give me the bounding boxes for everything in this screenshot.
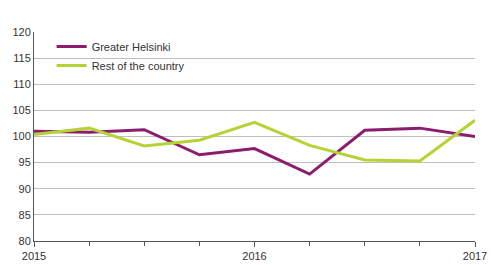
svg-text:80: 80: [19, 235, 31, 247]
svg-text:95: 95: [19, 156, 31, 168]
svg-text:Greater Helsinki: Greater Helsinki: [92, 41, 171, 53]
svg-text:115: 115: [13, 52, 31, 64]
svg-text:2017: 2017: [463, 250, 487, 262]
svg-text:90: 90: [19, 183, 31, 195]
svg-text:120: 120: [12, 26, 30, 38]
svg-text:85: 85: [19, 209, 31, 221]
svg-text:2015: 2015: [22, 250, 46, 262]
svg-text:Rest of the country: Rest of the country: [92, 60, 185, 72]
svg-text:100: 100: [12, 130, 30, 142]
svg-text:2016: 2016: [242, 250, 266, 262]
svg-text:110: 110: [13, 78, 31, 90]
svg-text:105: 105: [12, 104, 30, 116]
